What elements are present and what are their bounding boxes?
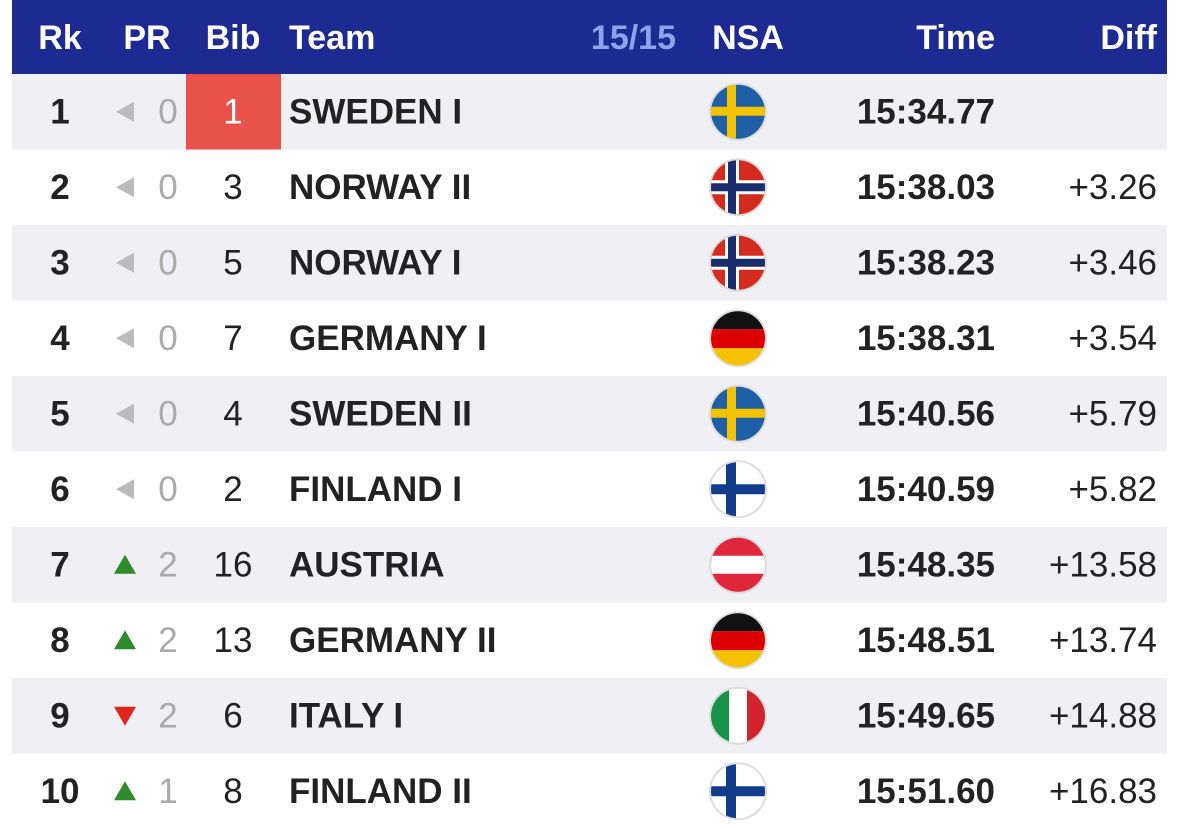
time: 15:48.51 (857, 621, 995, 660)
position-change: 0 (158, 319, 177, 358)
column-header: Rk (38, 19, 82, 57)
row-background (12, 225, 1167, 301)
column-header: NSA (712, 19, 784, 57)
trend-arrow (116, 101, 134, 122)
position-change: 0 (158, 168, 177, 207)
row-background (12, 376, 1167, 452)
trend-arrow (114, 630, 136, 650)
team-name: GERMANY II (289, 621, 496, 660)
leader-bib (186, 74, 281, 150)
team-name: GERMANY I (289, 319, 487, 358)
diff: +3.26 (1068, 168, 1157, 207)
team-name: FINLAND I (289, 470, 462, 509)
trend-arrow (116, 328, 134, 349)
position-change: 0 (158, 394, 177, 433)
column-header: Bib (206, 19, 261, 57)
diff: +16.83 (1049, 772, 1157, 811)
rank: 2 (50, 168, 69, 207)
team-name: AUSTRIA (289, 545, 445, 584)
rank: 6 (50, 470, 69, 509)
team-name: ITALY I (289, 696, 403, 735)
bib: 7 (223, 319, 242, 358)
trend-arrow (116, 177, 134, 198)
diff: +14.88 (1049, 696, 1157, 735)
trend-arrow (116, 479, 134, 500)
column-header: Diff (1100, 19, 1157, 57)
time: 15:38.23 (857, 243, 995, 282)
rank: 3 (50, 243, 69, 282)
team-name: FINLAND II (289, 772, 472, 811)
time: 15:40.59 (857, 470, 995, 509)
row-background (12, 149, 1167, 225)
row-background (12, 451, 1167, 527)
diff: +5.79 (1068, 394, 1157, 433)
bib: 16 (214, 545, 253, 584)
bib: 5 (223, 243, 242, 282)
row-background (12, 678, 1167, 754)
column-header: Team (289, 19, 375, 57)
column-header: Time (916, 19, 995, 57)
team-name: SWEDEN II (289, 394, 472, 433)
rank: 10 (41, 772, 80, 811)
team-name: SWEDEN I (289, 92, 462, 131)
column-header: PR (123, 19, 170, 57)
diff: +5.82 (1068, 470, 1157, 509)
row-background (12, 527, 1167, 603)
team-name: NORWAY I (289, 243, 461, 282)
position-change: 0 (158, 243, 177, 282)
trend-arrow (114, 706, 136, 726)
trend-arrow (114, 554, 136, 574)
time: 15:38.03 (857, 168, 995, 207)
progress: 15/15 (591, 19, 676, 57)
position-change: 0 (158, 92, 177, 131)
bib: 13 (214, 621, 253, 660)
position-change: 2 (158, 696, 177, 735)
rank: 8 (50, 621, 69, 660)
diff: +13.74 (1049, 621, 1157, 660)
time: 15:48.35 (857, 545, 995, 584)
diff: +3.54 (1068, 319, 1157, 358)
trend-arrow (116, 403, 134, 424)
bib: 8 (223, 772, 242, 811)
header-bar (12, 0, 1167, 74)
row-background (12, 753, 1167, 829)
diff: +13.58 (1049, 545, 1157, 584)
rank: 9 (50, 696, 69, 735)
row-background (12, 300, 1167, 376)
bib: 3 (223, 168, 242, 207)
time: 15:49.65 (857, 696, 995, 735)
bib: 1 (223, 92, 242, 131)
position-change: 0 (158, 470, 177, 509)
rank: 1 (50, 92, 69, 131)
bib: 2 (223, 470, 242, 509)
rank: 5 (50, 394, 69, 433)
rank: 4 (50, 319, 70, 358)
position-change: 1 (158, 772, 177, 811)
row-background (12, 602, 1167, 678)
rank: 7 (50, 545, 69, 584)
trend-arrow (116, 252, 134, 273)
position-change: 2 (158, 621, 177, 660)
time: 15:40.56 (857, 394, 995, 433)
trend-arrow (114, 781, 136, 801)
bib: 6 (223, 696, 242, 735)
time: 15:38.31 (857, 319, 995, 358)
position-change: 2 (158, 545, 177, 584)
team-name: NORWAY II (289, 168, 471, 207)
time: 15:51.60 (857, 772, 995, 811)
bib: 4 (223, 394, 242, 433)
diff: +3.46 (1068, 243, 1157, 282)
time: 15:34.77 (857, 92, 995, 131)
